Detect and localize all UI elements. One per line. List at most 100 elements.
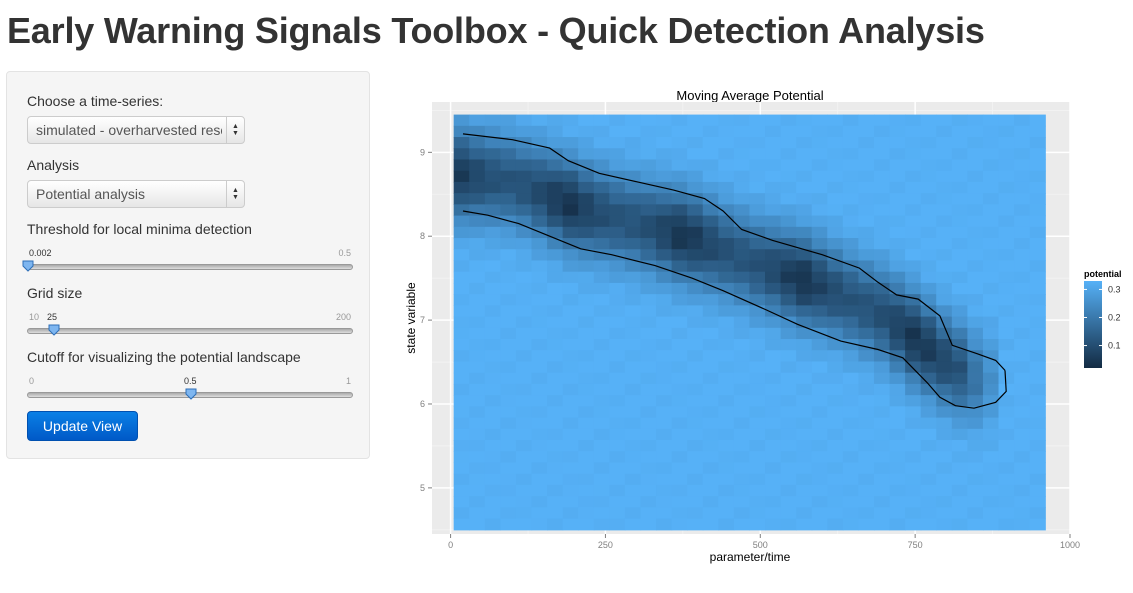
- heatmap-cell: [593, 305, 610, 318]
- heatmap-cell: [1029, 327, 1046, 340]
- heatmap-cell: [500, 114, 517, 127]
- heatmap-cell: [453, 170, 470, 183]
- heatmap-cell: [547, 305, 564, 318]
- heatmap-cell: [998, 159, 1015, 172]
- heatmap-cell: [640, 316, 657, 329]
- heatmap-cell: [982, 282, 1000, 295]
- heatmap-cell: [1029, 294, 1046, 306]
- heatmap-cell: [873, 282, 891, 295]
- threshold-slider[interactable]: 0.002 0.5: [22, 248, 353, 278]
- heatmap-cell: [873, 226, 891, 239]
- heatmap-cell: [827, 159, 844, 172]
- heatmap-cell: [796, 406, 813, 419]
- heatmap-cell: [873, 305, 891, 318]
- heatmap-cell: [873, 395, 891, 407]
- grid-size-slider-handle[interactable]: [48, 324, 60, 336]
- heatmap-cell: [671, 496, 688, 508]
- cutoff-slider[interactable]: 0 0.5 1: [27, 376, 353, 406]
- heatmap-cell: [531, 339, 548, 351]
- heatmap-cell: [531, 462, 548, 475]
- heatmap-cell: [873, 159, 891, 172]
- heatmap-cell: [951, 496, 968, 508]
- heatmap-cell: [562, 473, 579, 486]
- heatmap-cell: [905, 327, 922, 340]
- heatmap-cell: [749, 339, 766, 351]
- heatmap-cell: [1014, 339, 1031, 351]
- cutoff-slider-handle[interactable]: [185, 388, 197, 400]
- heatmap-cell: [593, 484, 610, 497]
- heatmap-cell: [593, 114, 610, 127]
- heatmap-cell: [531, 473, 548, 486]
- heatmap-cell: [609, 428, 626, 441]
- heatmap-cell: [609, 361, 626, 374]
- heatmap-cell: [469, 462, 486, 475]
- x-axis: 0 250 500 750 1000: [448, 534, 1080, 550]
- heatmap-cell: [842, 451, 860, 464]
- heatmap-cell: [515, 249, 533, 262]
- heatmap-cell: [811, 440, 828, 452]
- heatmap-cell: [515, 372, 533, 385]
- heatmap-cell: [469, 148, 486, 161]
- heatmap-cell: [500, 137, 517, 149]
- heatmap-cell: [702, 249, 719, 262]
- heatmap-cell: [842, 372, 860, 385]
- heatmap-cell: [578, 339, 595, 351]
- heatmap-cell: [702, 215, 719, 228]
- heatmap-cell: [889, 316, 906, 329]
- heatmap-cell: [765, 260, 782, 273]
- heatmap-cell: [765, 518, 782, 531]
- heatmap-cell: [936, 170, 953, 183]
- heatmap-cell: [765, 417, 782, 430]
- heatmap-cell: [656, 462, 673, 475]
- heatmap-cell: [624, 215, 642, 228]
- heatmap-cell: [593, 428, 610, 441]
- heatmap-cell: [562, 226, 579, 239]
- heatmap-cell: [796, 125, 813, 138]
- heatmap-cell: [562, 496, 579, 508]
- heatmap-cell: [796, 305, 813, 318]
- heatmap-cell: [951, 215, 968, 228]
- heatmap-cell: [811, 518, 828, 531]
- heatmap-cell: [718, 406, 735, 419]
- heatmap-cell: [656, 159, 673, 172]
- update-view-button[interactable]: Update View: [27, 411, 138, 441]
- heatmap-cell: [578, 350, 595, 363]
- analysis-select[interactable]: Potential analysis ▲ ▼: [27, 180, 245, 208]
- heatmap-cell: [593, 238, 610, 250]
- page-title: Early Warning Signals Toolbox - Quick De…: [7, 10, 985, 51]
- legend-tick-label: 0.1: [1108, 341, 1121, 351]
- timeseries-select[interactable]: simulated - overharvested resource ▲▼: [27, 116, 245, 144]
- heatmap-cell: [718, 484, 735, 497]
- heatmap-cell: [671, 428, 688, 441]
- heatmap-cell: [578, 383, 595, 396]
- heatmap-cell: [905, 451, 922, 464]
- heatmap-cell: [998, 462, 1015, 475]
- heatmap-cell: [547, 159, 564, 172]
- threshold-slider-handle[interactable]: [22, 260, 34, 272]
- heatmap-cell: [920, 215, 937, 228]
- heatmap-cell: [453, 339, 470, 351]
- heatmap-cell: [905, 260, 922, 273]
- heatmap-cell: [469, 282, 486, 295]
- heatmap-cell: [920, 114, 937, 127]
- threshold-slider-track[interactable]: [27, 264, 353, 270]
- heatmap-cell: [593, 451, 610, 464]
- heatmap-cell: [749, 473, 766, 486]
- heatmap-cell: [858, 473, 875, 486]
- grid-size-slider-track[interactable]: [27, 328, 353, 334]
- heatmap-cell: [687, 428, 704, 441]
- heatmap-cell: [515, 507, 533, 520]
- heatmap-cell: [936, 282, 953, 295]
- heatmap-cell: [827, 428, 844, 441]
- heatmap-cell: [453, 518, 470, 531]
- grid-size-slider[interactable]: 10 25 200: [27, 312, 353, 342]
- heatmap-cell: [562, 215, 579, 228]
- heatmap-cell: [1014, 327, 1031, 340]
- heatmap-cell: [640, 305, 657, 318]
- heatmap-cell: [889, 507, 906, 520]
- heatmap-cell: [687, 417, 704, 430]
- heatmap-cell: [749, 215, 766, 228]
- heatmap-cell: [484, 496, 501, 508]
- heatmap-cell: [515, 282, 533, 295]
- heatmap-cell: [671, 395, 688, 407]
